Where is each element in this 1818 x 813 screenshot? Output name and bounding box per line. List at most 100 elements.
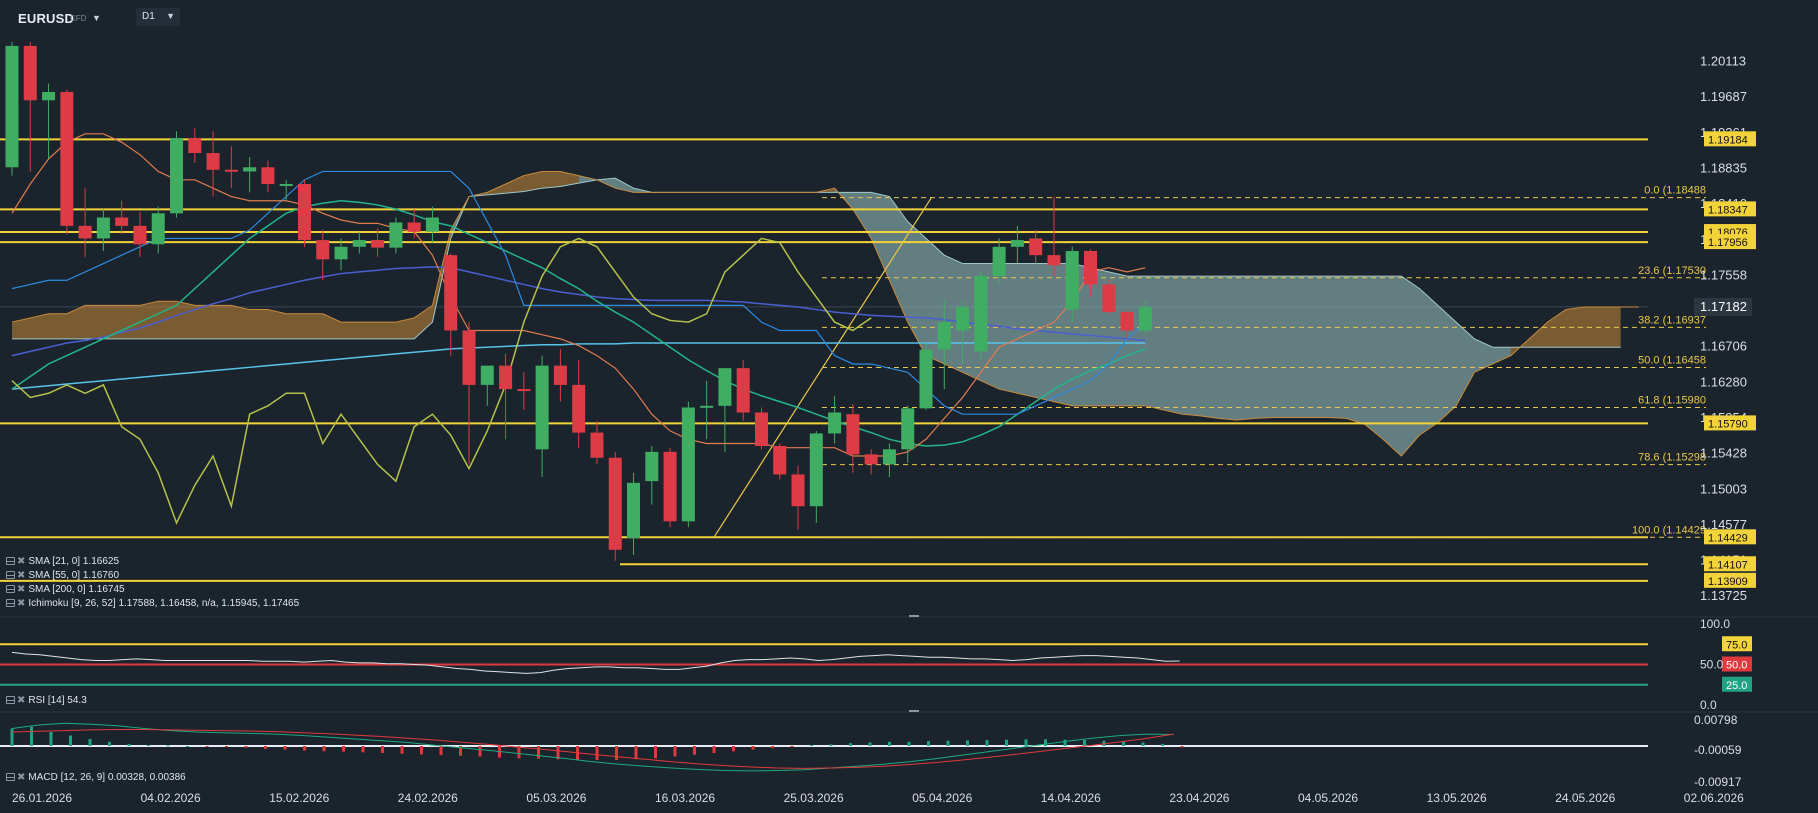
settings-icon[interactable] (6, 696, 15, 704)
candle-body (151, 213, 165, 245)
sma-200-line (11, 342, 1146, 390)
y-axis-tick-label: 1.19687 (1700, 89, 1747, 104)
x-axis-tick-label: 05.03.2026 (526, 791, 586, 805)
candle-body (919, 349, 933, 409)
x-axis-tick-label: 05.04.2026 (912, 791, 972, 805)
macd-histogram-bar (283, 746, 287, 750)
macd-histogram-bar (771, 746, 774, 749)
y-axis-tick-label: 1.20113 (1700, 54, 1746, 69)
macd-histogram-bar (849, 743, 852, 746)
settings-icon[interactable] (6, 599, 15, 607)
macd-histogram-bar (1024, 739, 1028, 746)
candle-body (590, 432, 604, 458)
fibonacci-label: 38.2 (1.16937 (1638, 314, 1706, 326)
indicator-rsi[interactable]: ✖ RSI [14] 54.3 (6, 695, 87, 708)
macd-histogram-bar (751, 746, 755, 750)
rsi-tag-label: 50.0 (1726, 660, 1747, 672)
indicator-macd[interactable]: ✖ MACD [12, 26, 9] 0.00328, 0.00386 (6, 772, 186, 785)
settings-icon[interactable] (6, 557, 15, 565)
macd-histogram-bar (342, 746, 345, 752)
tenkan-sen-line (11, 133, 1146, 457)
indicator-sma55[interactable]: ✖ SMA [55, 0] 1.16760 (6, 570, 119, 583)
close-icon[interactable]: ✖ (17, 556, 26, 567)
pane-resize-handle (909, 615, 919, 617)
level-tag-label: 1.14429 (1708, 532, 1748, 544)
settings-icon[interactable] (6, 773, 15, 781)
candle-body (133, 225, 147, 245)
candle-body (681, 407, 695, 522)
level-tag (1704, 556, 1756, 572)
candle-body (901, 408, 915, 450)
indicator-label: MACD [12, 26, 9] 0.00328, 0.00386 (28, 772, 186, 783)
fibonacci-trend-line (713, 197, 932, 538)
indicator-ichimoku[interactable]: ✖ Ichimoku [9, 26, 52] 1.17588, 1.16458, … (6, 598, 299, 611)
candle-body (224, 169, 238, 172)
macd-histogram-bar (264, 746, 267, 749)
close-icon[interactable]: ✖ (17, 695, 26, 706)
macd-histogram-bar (69, 735, 72, 746)
macd-histogram-bar (810, 744, 813, 746)
candle-body (334, 246, 348, 260)
rsi-axis-label: 50.0 (1700, 658, 1724, 672)
candle-body (1047, 255, 1061, 266)
level-tag (1704, 415, 1756, 431)
close-icon[interactable]: ✖ (17, 598, 26, 609)
timeframe-selector[interactable]: D1 ▼ (136, 8, 180, 26)
macd-histogram-bar (1005, 739, 1008, 746)
y-axis-tick-label: 1.15003 (1700, 481, 1747, 496)
candle-body (371, 240, 385, 248)
macd-histogram-bar (1063, 739, 1067, 746)
macd-axis-label: -0.00917 (1694, 775, 1742, 789)
candle-body (243, 167, 257, 172)
rsi-tag-25 (1722, 676, 1752, 692)
y-axis-tick-label: 1.16280 (1700, 374, 1747, 389)
rsi-axis-label: 100.0 (1700, 617, 1730, 631)
macd-histogram-bar (439, 746, 443, 756)
macd-histogram-bar (244, 746, 248, 748)
macd-signal-line (11, 729, 1174, 769)
candle-body (297, 184, 311, 241)
macd-histogram-bar (108, 741, 111, 746)
ichimoku-cloud-bearish (1510, 307, 1621, 356)
candle-body (572, 384, 586, 433)
level-tag-label: 1.14107 (1708, 559, 1748, 571)
kijun-sen-line (11, 170, 1146, 415)
macd-histogram-bar (1180, 746, 1184, 748)
candle-body (992, 246, 1006, 277)
macd-histogram-bar (459, 746, 462, 756)
candle-body (115, 217, 129, 226)
close-icon[interactable]: ✖ (17, 584, 26, 595)
level-tag-label: 1.19184 (1708, 134, 1748, 146)
macd-histogram-bar (205, 746, 209, 747)
candle-body (956, 307, 970, 331)
candle-body (78, 225, 92, 239)
x-axis-tick-label: 15.02.2026 (269, 791, 329, 805)
candle-body (828, 412, 842, 434)
candle-body (480, 365, 494, 385)
x-axis-tick-label: 25.03.2026 (784, 791, 844, 805)
candle-body (663, 451, 677, 522)
indicator-sma21[interactable]: ✖ SMA [21, 0] 1.16625 (6, 556, 119, 569)
y-axis-tick-label: 1.18835 (1700, 161, 1747, 176)
macd-histogram-bar (634, 746, 638, 760)
close-icon[interactable]: ✖ (17, 570, 26, 581)
candle-body (23, 45, 37, 101)
rsi-tag-50 (1722, 656, 1752, 672)
candle-body (700, 405, 714, 408)
timeframe-label: D1 (142, 11, 155, 22)
close-icon[interactable]: ✖ (17, 772, 26, 783)
candle-body (608, 457, 622, 550)
fibonacci-label: 78.6 (1.15298 (1638, 452, 1706, 464)
x-axis-tick-label: 14.04.2026 (1041, 791, 1101, 805)
settings-icon[interactable] (6, 571, 15, 579)
symbol-name[interactable]: EURUSD (18, 11, 75, 26)
settings-icon[interactable] (6, 585, 15, 593)
symbol-dropdown-icon[interactable]: ▼ (92, 13, 101, 23)
macd-histogram-bar (381, 746, 384, 753)
macd-histogram-bar (985, 740, 989, 746)
candle-body (736, 368, 750, 413)
indicator-sma200[interactable]: ✖ SMA [200, 0] 1.16745 (6, 584, 125, 597)
